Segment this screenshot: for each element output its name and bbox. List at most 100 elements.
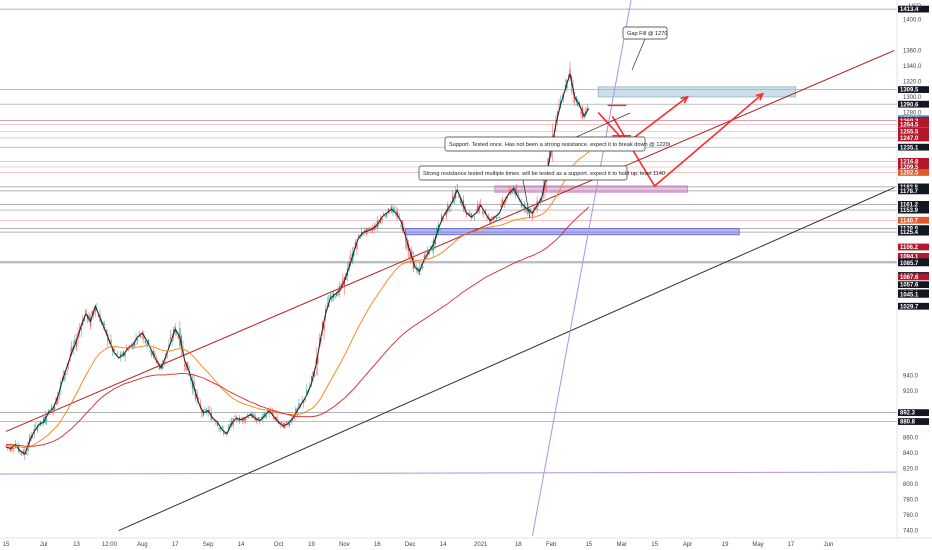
x-tick-label: May [752, 542, 763, 548]
price-tag-bg [898, 206, 929, 214]
x-tick-label: Nov [339, 542, 350, 548]
candle-body [138, 333, 140, 334]
candle-body [80, 326, 82, 331]
resistance-callout-box [418, 165, 628, 181]
candle-body [423, 255, 425, 259]
candle-body [185, 362, 187, 370]
candle-body [323, 324, 325, 331]
candle-body [439, 228, 441, 231]
candle-body [453, 197, 455, 204]
candle-body [586, 107, 588, 112]
candle-body [483, 212, 485, 214]
candle-body [350, 257, 352, 259]
x-tick-label: 14 [440, 542, 447, 548]
candle-body [94, 307, 96, 312]
candle-body [127, 348, 129, 351]
candle-body [444, 212, 446, 214]
candle-body [541, 198, 543, 202]
y-tick-label: 1360.0 [903, 48, 922, 54]
candle-body [538, 205, 540, 207]
x-tick-label: Oct [274, 542, 284, 548]
price-tag-label: 1085.7 [900, 261, 919, 267]
support-callout-box [444, 136, 646, 152]
candle-body [304, 399, 306, 401]
upper-channel [5, 50, 895, 432]
candle-body [162, 364, 164, 369]
candle-body [143, 334, 145, 340]
candle-body [354, 242, 356, 248]
price-axis[interactable]: 1400.0 1360.0 1340.0 1320.0 1300.0 1280.0 940.… [896, 0, 932, 538]
candle-body [527, 208, 529, 213]
x-tick-label: 13 [73, 542, 80, 548]
candle-body [204, 409, 206, 411]
candle-body [187, 362, 189, 371]
candle-body [420, 263, 422, 265]
candle-body [263, 412, 266, 415]
y-tick-label: 1280.0 [903, 110, 922, 116]
price-tag-label: 1216.8 [900, 159, 919, 165]
candle-body [71, 347, 73, 353]
candle-body [190, 377, 192, 381]
price-tag-bg [898, 5, 929, 13]
candle-body [567, 74, 570, 75]
gap-fill-callout-text: Gap Fill @ 1270 [627, 31, 668, 37]
x-tick-label: 19 [308, 542, 315, 548]
candle-body [326, 303, 328, 304]
candle-body [558, 104, 560, 106]
candle-body [517, 194, 519, 196]
candle-body [126, 347, 128, 350]
candle-body [231, 420, 233, 425]
candle-body [569, 68, 571, 77]
price-tag-bg [898, 143, 929, 151]
candle-body [331, 296, 333, 301]
price-tag-label: 1235.1 [900, 145, 919, 151]
candle-body [574, 97, 576, 101]
candle-body [516, 189, 518, 196]
price-tag-bg [898, 86, 929, 93]
x-tick-label: 12:00 [102, 542, 118, 548]
candle-body [547, 157, 549, 170]
x-tick-label: 17 [788, 542, 795, 548]
candle-body [57, 395, 59, 404]
candle-body [27, 446, 29, 452]
candle-body [422, 266, 424, 268]
candle-body [564, 85, 566, 87]
candle-body [357, 234, 360, 236]
candle-body [160, 364, 162, 366]
candle-body [367, 227, 369, 232]
candle-body [545, 178, 548, 182]
x-tick-label: 18 [515, 542, 522, 548]
candle-body [194, 389, 197, 400]
candle-body [458, 197, 460, 199]
x-tick-label: 17 [172, 542, 179, 548]
candle-body [25, 453, 27, 455]
y-tick-label: 800.0 [903, 482, 919, 488]
candle-body [508, 189, 510, 191]
candle-body [32, 437, 34, 438]
price-tag-label: 1290.6 [900, 102, 919, 108]
candle-body [243, 417, 245, 422]
candle-body [224, 432, 226, 435]
price-tag-bg [898, 228, 929, 236]
price-tag-label: 880.8 [900, 420, 916, 426]
x-tick-label: 14 [238, 542, 245, 548]
candle-body [191, 381, 194, 389]
candle-body [113, 348, 115, 352]
candle-body [486, 217, 488, 219]
trendlines [5, 0, 895, 537]
y-tick-label: 860.0 [903, 436, 919, 442]
y-tick-label: 840.0 [903, 451, 919, 457]
candle-body [49, 413, 51, 415]
candle-body [314, 374, 316, 377]
candle-body [104, 324, 106, 325]
candle-body [83, 317, 85, 322]
candle-body [155, 360, 157, 363]
time-axis[interactable]: 15 Jul 13 12:00 Aug 17 Sep 14 Oct 19 Nov 16 Dec 14 202… [0, 537, 932, 550]
candle-body [525, 207, 527, 212]
candle-body [237, 420, 239, 422]
x-tick-label: Aug [137, 542, 148, 548]
candle-body [46, 419, 48, 421]
price-tag-bg [898, 127, 929, 135]
x-tick-label: Dec [405, 542, 416, 548]
